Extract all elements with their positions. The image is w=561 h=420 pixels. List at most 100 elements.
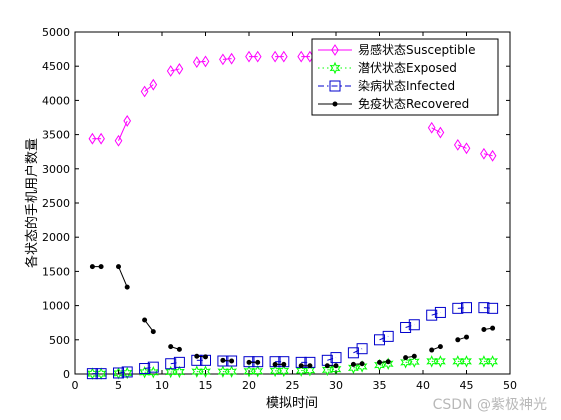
data-point (298, 363, 304, 369)
data-point (427, 121, 436, 134)
y-tick-label: 1500 (42, 265, 70, 278)
data-point (165, 358, 177, 370)
x-tick-label: 25 (286, 379, 300, 392)
series-segment (379, 335, 389, 341)
data-point (123, 115, 132, 127)
y-tick-label: 2000 (42, 231, 70, 244)
data-point (98, 264, 104, 270)
data-point (89, 264, 95, 270)
series-segment (118, 266, 128, 288)
legend-box (311, 38, 499, 116)
data-point (229, 358, 235, 364)
y-axis-label: 各状态的手机用户数量 (24, 138, 40, 268)
data-point (374, 334, 385, 346)
legend-label: 染病状态Infected (358, 78, 455, 93)
data-point (173, 356, 185, 368)
data-point (252, 365, 264, 378)
data-point (95, 368, 107, 380)
series-segment (353, 348, 363, 354)
data-point (400, 321, 412, 333)
x-tick-label: 40 (416, 379, 430, 392)
data-point (166, 65, 175, 77)
data-point (271, 50, 279, 63)
x-tick-label: 20 (242, 379, 256, 392)
data-point (411, 353, 417, 359)
x-tick-label: 0 (72, 379, 79, 392)
legend: 易感状态Susceptible 潜伏状态Exposed 染病状态Infected 免疫… (311, 38, 499, 116)
data-point (219, 53, 227, 66)
data-point (347, 347, 359, 359)
legend-label: 免疫状态Recovered (358, 96, 469, 111)
series-segment (379, 363, 389, 366)
data-point (437, 344, 443, 350)
data-point (356, 343, 368, 355)
data-point (203, 354, 208, 360)
series-segment (222, 58, 232, 60)
data-point (168, 344, 174, 350)
data-point (434, 355, 446, 368)
x-tick-label: 10 (155, 379, 169, 392)
legend-label: 潜伏状态Exposed (358, 61, 457, 75)
data-point (426, 309, 438, 321)
data-point (429, 347, 435, 353)
x-tick-label: 50 (503, 379, 517, 392)
legend-marker (329, 61, 341, 75)
data-point (201, 55, 210, 68)
data-point (116, 264, 121, 270)
data-point (86, 368, 98, 380)
data-point (121, 366, 133, 380)
series-segment (405, 324, 415, 328)
y-tick-label: 2500 (42, 197, 70, 210)
data-point (255, 359, 261, 365)
data-point (124, 284, 130, 290)
legend-marker (331, 44, 339, 56)
y-tick-label: 3000 (42, 163, 70, 176)
data-point (403, 355, 409, 361)
data-point (147, 366, 159, 379)
data-point (408, 319, 420, 331)
data-point (220, 357, 226, 363)
legend-marker (329, 80, 341, 92)
data-point (173, 365, 185, 379)
data-point (434, 306, 446, 318)
data-point (382, 357, 394, 370)
data-point (487, 302, 499, 314)
data-point (487, 355, 499, 368)
x-axis-label: 模拟时间 (266, 396, 318, 411)
ticks-layer: 0 5 10 15 20 25 30 35 40 45 5005001000150020002500… (42, 26, 517, 392)
data-point (227, 52, 236, 65)
data-point (142, 317, 148, 323)
data-point (149, 78, 158, 91)
data-point (359, 361, 365, 367)
data-point (324, 363, 330, 369)
series-segment (431, 311, 441, 316)
data-point (350, 361, 356, 367)
data-point (490, 325, 496, 331)
series-layer (86, 50, 499, 380)
data-point (139, 363, 151, 375)
x-tick-label: 35 (373, 379, 387, 392)
data-point (194, 353, 200, 359)
series-2 (86, 302, 499, 380)
y-tick-label: 1000 (42, 300, 70, 313)
data-point (253, 50, 262, 63)
legend-marker (332, 101, 338, 107)
series-segment (457, 307, 467, 309)
data-point (297, 50, 306, 63)
data-point (385, 359, 391, 365)
data-point (147, 361, 159, 373)
x-tick-label: 5 (115, 379, 122, 392)
series-segment (144, 84, 154, 92)
series-segment (327, 357, 337, 361)
data-point (150, 329, 156, 335)
data-point (330, 352, 342, 364)
series-segment (144, 366, 154, 370)
series-segment (483, 153, 493, 157)
x-tick-label: 15 (199, 379, 213, 392)
y-tick-label: 500 (49, 334, 70, 347)
watermark: CSDN @紫极神光 (432, 397, 547, 413)
legend-label: 易感状态Susceptible (358, 42, 475, 57)
data-point (453, 138, 462, 151)
data-point (176, 346, 182, 352)
y-tick-label: 4000 (42, 94, 70, 107)
